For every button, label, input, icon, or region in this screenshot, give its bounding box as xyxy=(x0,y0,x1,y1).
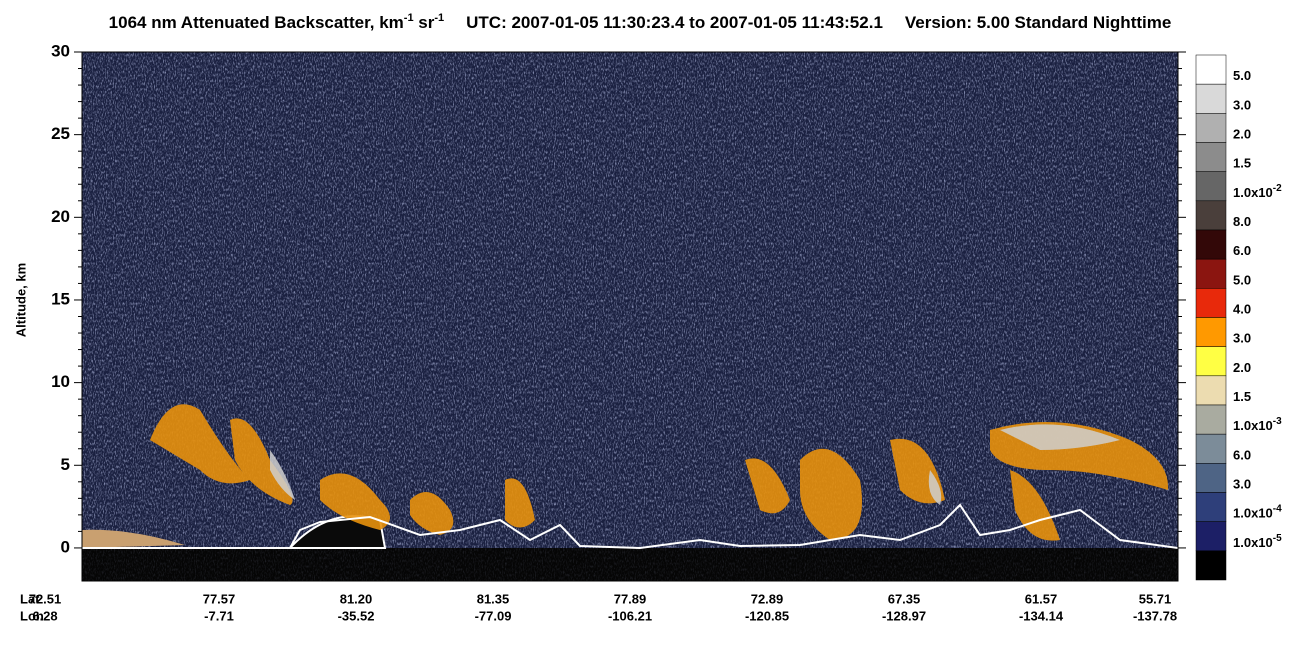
colorbar-label: 3.0 xyxy=(1233,477,1251,492)
title: 1064 nm Attenuated Backscatter, km xyxy=(109,13,404,32)
colorbar-label-text: 2.0 xyxy=(1233,360,1251,375)
colorbar-label-exp: -2 xyxy=(1273,182,1282,193)
y-tick-label: 15 xyxy=(51,289,70,308)
colorbar-swatch xyxy=(1195,171,1227,202)
y-tick-label: 0 xyxy=(61,537,70,556)
colorbar-label: 1.0x10-3 xyxy=(1233,416,1282,434)
x-tick-label: -77.09 xyxy=(475,608,512,623)
colorbar-label: 1.0x10-4 xyxy=(1233,503,1282,521)
x-tick-label: -134.14 xyxy=(1019,608,1064,623)
colorbar-label: 5.0 xyxy=(1233,273,1251,288)
colorbar-swatch xyxy=(1195,113,1227,143)
colorbar-label: 8.0 xyxy=(1233,214,1251,229)
header: 1064 nm Attenuated Backscatter, km-1 sr-… xyxy=(109,12,1172,33)
colorbar-label: 5.0 xyxy=(1233,69,1251,84)
colorbar-label-exp: -3 xyxy=(1273,416,1282,427)
colorbar-label-text: 1.0x10 xyxy=(1233,535,1273,550)
colorbar-label-text: 3.0 xyxy=(1233,477,1251,492)
x-tick-label: -106.21 xyxy=(608,608,652,623)
colorbar-label: 4.0 xyxy=(1233,302,1251,317)
colorbar-swatch xyxy=(1195,463,1227,493)
x-tick-label: 72.89 xyxy=(751,591,784,606)
y-tick-label: 20 xyxy=(51,207,70,226)
colorbar-label-text: 5.0 xyxy=(1233,69,1251,84)
colorbar-label: 1.5 xyxy=(1233,156,1251,171)
colorbar-label-text: 3.0 xyxy=(1233,98,1251,113)
colorbar-label: 2.0 xyxy=(1233,360,1251,375)
colorbar-swatch xyxy=(1195,404,1227,435)
colorbar-label: 1.0x10-5 xyxy=(1233,532,1282,550)
x-tick-label: 81.35 xyxy=(477,591,510,606)
y-axis-label: Altitude, km xyxy=(13,263,28,337)
colorbar-swatch xyxy=(1195,433,1227,464)
y-tick-label: 5 xyxy=(61,455,70,474)
x-tick-label: -137.78 xyxy=(1133,608,1177,623)
title-sup: -1 xyxy=(404,12,414,24)
colorbar-label-text: 8.0 xyxy=(1233,214,1251,229)
colorbar-label-text: 4.0 xyxy=(1233,302,1251,317)
x-tick-label: -120.85 xyxy=(745,608,789,623)
x-row-name: Lon xyxy=(20,608,44,623)
colorbar-label-text: 1.5 xyxy=(1233,389,1251,404)
x-tick-label: -128.97 xyxy=(882,608,926,623)
y-tick-label: 30 xyxy=(51,41,70,60)
colorbar-label-text: 3.0 xyxy=(1233,331,1251,346)
x-tick-label: 72.51 xyxy=(29,591,62,606)
x-tick-label: 55.71 xyxy=(1139,591,1172,606)
colorbar-swatch xyxy=(1195,375,1227,406)
title-sup: -1 xyxy=(434,12,444,24)
colorbar-label-exp: -5 xyxy=(1273,532,1282,543)
colorbar-label-text: 5.0 xyxy=(1233,273,1251,288)
colorbar-swatch xyxy=(1195,54,1227,85)
colorbar-swatch xyxy=(1195,550,1227,581)
colorbar-swatch xyxy=(1195,258,1227,289)
colorbar-label-text: 6.0 xyxy=(1233,244,1251,259)
colorbar-label: 2.0 xyxy=(1233,127,1251,142)
x-tick-label: -35.52 xyxy=(338,608,375,623)
colorbar-label-text: 1.0x10 xyxy=(1233,506,1273,521)
colorbar-swatch xyxy=(1195,142,1227,172)
colorbar-label-exp: -4 xyxy=(1273,503,1282,514)
x-tick-label: 6.28 xyxy=(32,608,57,623)
x-row-name: Lat xyxy=(20,591,40,606)
colorbar-label-text: 2.0 xyxy=(1233,127,1251,142)
colorbar-swatch xyxy=(1195,229,1227,260)
backscatter-image xyxy=(82,52,1178,581)
colorbar-swatch xyxy=(1195,492,1227,522)
y-tick-label: 25 xyxy=(51,124,70,143)
x-tick-label: 67.35 xyxy=(888,591,921,606)
colorbar-label-text: 1.0x10 xyxy=(1233,185,1273,200)
x-tick-label: -7.71 xyxy=(204,608,234,623)
title: sr xyxy=(414,13,435,32)
colorbar-label: 1.0x10-2 xyxy=(1233,182,1282,200)
version: Version: 5.00 Standard Nighttime xyxy=(905,13,1171,32)
colorbar-label-text: 6.0 xyxy=(1233,448,1251,463)
colorbar-label-text: 1.0x10 xyxy=(1233,419,1273,434)
colorbar-label: 6.0 xyxy=(1233,244,1251,259)
colorbar-label: 3.0 xyxy=(1233,98,1251,113)
colorbar-swatch xyxy=(1195,521,1227,552)
x-tick-label: 77.89 xyxy=(614,591,647,606)
colorbar-label: 6.0 xyxy=(1233,448,1251,463)
time-range: UTC: 2007-01-05 11:30:23.4 to 2007-01-05… xyxy=(466,13,883,32)
colorbar-swatch xyxy=(1195,317,1227,347)
x-tick-label: 61.57 xyxy=(1025,591,1058,606)
colorbar-swatch xyxy=(1195,200,1227,231)
colorbar-label: 1.5 xyxy=(1233,389,1251,404)
colorbar-label-text: 1.5 xyxy=(1233,156,1251,171)
colorbar-swatch xyxy=(1195,288,1227,318)
colorbar-swatch xyxy=(1195,346,1227,377)
x-tick-label: 77.57 xyxy=(203,591,236,606)
colorbar-swatch xyxy=(1195,83,1227,114)
x-tick-label: 81.20 xyxy=(340,591,373,606)
colorbar-label: 3.0 xyxy=(1233,331,1251,346)
y-tick-label: 10 xyxy=(51,372,70,391)
